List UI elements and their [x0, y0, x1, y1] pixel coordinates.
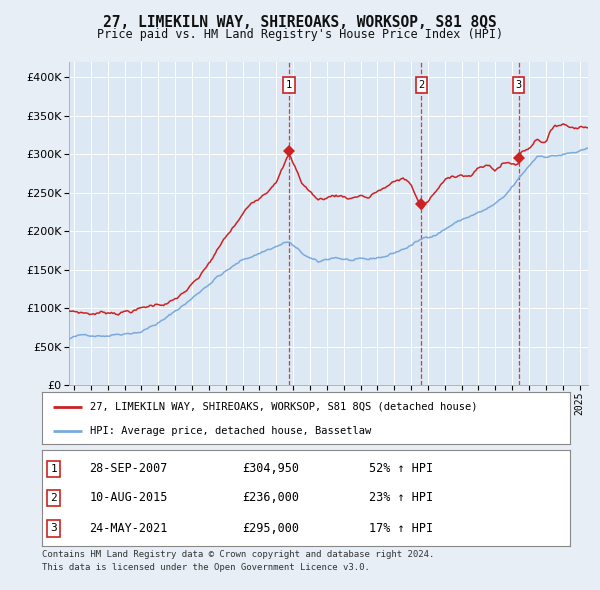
Text: 17% ↑ HPI: 17% ↑ HPI — [370, 522, 433, 535]
Text: 24-MAY-2021: 24-MAY-2021 — [89, 522, 168, 535]
Text: Price paid vs. HM Land Registry's House Price Index (HPI): Price paid vs. HM Land Registry's House … — [97, 28, 503, 41]
Text: 10-AUG-2015: 10-AUG-2015 — [89, 491, 168, 504]
Text: £295,000: £295,000 — [242, 522, 299, 535]
Text: £304,950: £304,950 — [242, 463, 299, 476]
Text: 2: 2 — [50, 493, 57, 503]
Text: 3: 3 — [515, 80, 522, 90]
Text: HPI: Average price, detached house, Bassetlaw: HPI: Average price, detached house, Bass… — [89, 427, 371, 436]
Text: 3: 3 — [50, 523, 57, 533]
Text: Contains HM Land Registry data © Crown copyright and database right 2024.: Contains HM Land Registry data © Crown c… — [42, 550, 434, 559]
Text: 2: 2 — [418, 80, 424, 90]
Text: 28-SEP-2007: 28-SEP-2007 — [89, 463, 168, 476]
Text: 1: 1 — [50, 464, 57, 474]
Text: This data is licensed under the Open Government Licence v3.0.: This data is licensed under the Open Gov… — [42, 563, 370, 572]
Text: £236,000: £236,000 — [242, 491, 299, 504]
Text: 1: 1 — [286, 80, 292, 90]
Text: 52% ↑ HPI: 52% ↑ HPI — [370, 463, 433, 476]
Text: 27, LIMEKILN WAY, SHIREOAKS, WORKSOP, S81 8QS (detached house): 27, LIMEKILN WAY, SHIREOAKS, WORKSOP, S8… — [89, 402, 477, 412]
Text: 27, LIMEKILN WAY, SHIREOAKS, WORKSOP, S81 8QS: 27, LIMEKILN WAY, SHIREOAKS, WORKSOP, S8… — [103, 15, 497, 30]
Text: 23% ↑ HPI: 23% ↑ HPI — [370, 491, 433, 504]
